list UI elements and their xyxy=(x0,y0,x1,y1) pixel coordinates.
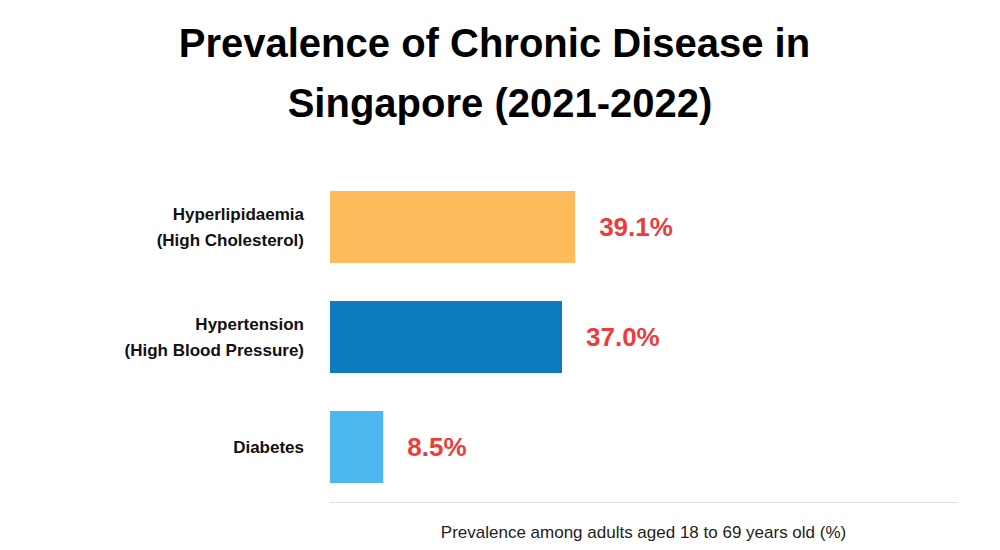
svg-text:Hypertension: Hypertension xyxy=(195,315,304,334)
svg-text:(High Blood Pressure): (High Blood Pressure) xyxy=(125,341,304,360)
svg-text:8.5%: 8.5% xyxy=(407,432,466,462)
svg-text:Singapore (2021-2022): Singapore (2021-2022) xyxy=(288,81,713,125)
svg-text:39.1%: 39.1% xyxy=(599,212,673,242)
svg-text:Diabetes: Diabetes xyxy=(233,438,304,457)
svg-text:37.0%: 37.0% xyxy=(586,322,660,352)
svg-text:Hyperlipidaemia: Hyperlipidaemia xyxy=(173,205,305,224)
svg-text:(High Cholesterol): (High Cholesterol) xyxy=(157,231,304,250)
svg-text:Prevalence among adults aged 1: Prevalence among adults aged 18 to 69 ye… xyxy=(441,523,846,542)
svg-text:Prevalence of Chronic Disease: Prevalence of Chronic Disease in xyxy=(179,21,821,65)
